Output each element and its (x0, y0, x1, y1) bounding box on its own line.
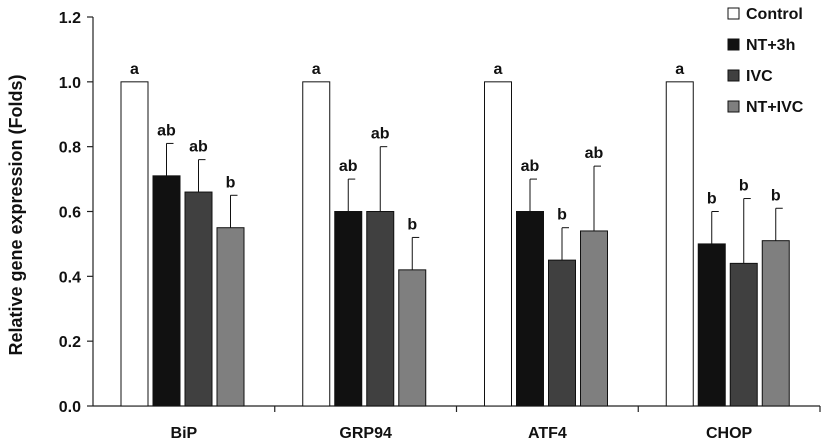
bar-nt-ivc-chop (761, 240, 790, 407)
bar-control-grp94 (302, 81, 331, 407)
significance-label: ab (189, 139, 208, 156)
legend-swatch (727, 7, 740, 20)
y-tick-label: 0.6 (59, 205, 81, 222)
significance-label: a (312, 61, 321, 78)
bar-control-chop (665, 81, 694, 407)
significance-label: ab (157, 122, 176, 139)
legend-label: NT+IVC (746, 99, 804, 116)
bar-ivc-chop (729, 262, 758, 407)
bar-ivc-grp94 (366, 211, 395, 407)
x-tick-label: BiP (171, 425, 198, 442)
significance-label: ab (585, 145, 604, 162)
axes: 0.0 0.2 0.4 0.6 0.8 1.0 1.2 BiP GRP94 ATF4 CHOP (59, 10, 821, 442)
bar-nt-3h-chop (697, 243, 726, 407)
bar-ivc-bip (184, 191, 213, 407)
significance-label: ab (371, 126, 390, 143)
bar-nt-3h-bip (152, 175, 181, 407)
bar-nt-3h-grp94 (334, 211, 363, 407)
legend-swatch (727, 100, 740, 113)
y-axis-label: Relative gene expression (Folds) (6, 74, 26, 355)
significance-label: a (130, 61, 139, 78)
significance-label: b (557, 207, 567, 224)
bar-nt-ivc-atf4 (580, 230, 608, 407)
legend-swatch (727, 69, 740, 82)
significance-label: b (739, 178, 749, 195)
significance-label: ab (339, 158, 358, 175)
y-tick-label: 1.2 (59, 10, 81, 27)
bars (120, 81, 790, 407)
legend-label: IVC (746, 68, 773, 85)
legend: Control NT+3h IVC NT+IVC (727, 6, 804, 116)
bar-nt-ivc-bip (216, 227, 245, 407)
y-tick-label: 0.2 (59, 334, 81, 351)
significance-label: b (707, 191, 717, 208)
legend-swatch (727, 38, 740, 51)
significance-label: ab (521, 158, 540, 175)
x-tick-label: CHOP (706, 425, 753, 442)
legend-label: Control (746, 6, 803, 23)
significance-label: b (771, 187, 781, 204)
significance-label: b (407, 216, 417, 233)
legend-label: NT+3h (746, 37, 795, 54)
y-tick-label: 0.4 (59, 269, 81, 286)
x-tick-label: GRP94 (339, 425, 392, 442)
significance-label: a (675, 61, 684, 78)
bar-nt-ivc-grp94 (398, 269, 427, 407)
x-tick-label: ATF4 (528, 425, 567, 442)
bar-control-bip (120, 81, 149, 407)
bar-ivc-atf4 (548, 259, 576, 407)
y-tick-label: 0.8 (59, 140, 81, 157)
bar-control-atf4 (484, 81, 512, 407)
bar-nt-3h-atf4 (516, 211, 544, 407)
significance-label: b (226, 174, 236, 191)
y-tick-label: 1.0 (59, 75, 81, 92)
y-tick-label: 0.0 (59, 399, 81, 416)
significance-label: a (494, 61, 503, 78)
